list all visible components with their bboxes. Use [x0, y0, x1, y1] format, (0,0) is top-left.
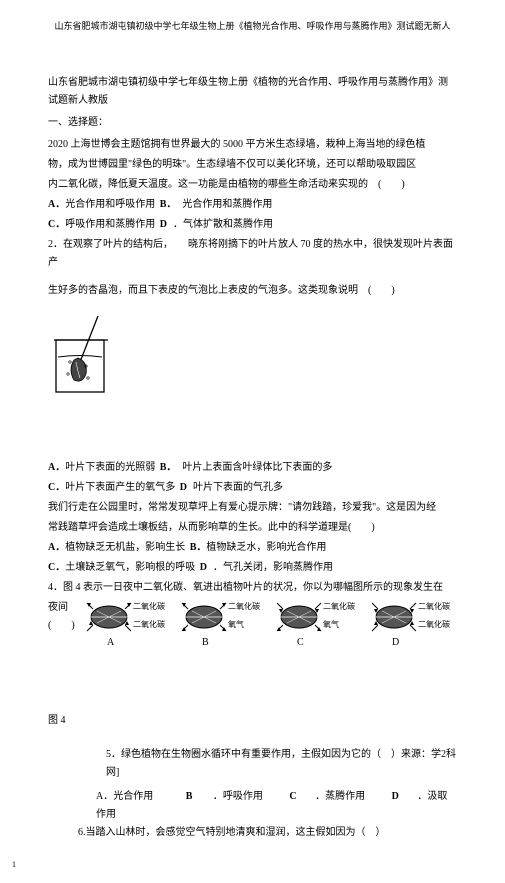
q6-line1: 6.当踏入山林时，会感觉空气特别地清爽和湿润，这主假如因为（ ）: [78, 824, 457, 842]
q4-line2: 夜间 ( ): [48, 599, 77, 635]
svg-text:二氧化碳: 二氧化碳: [228, 601, 260, 611]
q5-opt-b-label: B: [186, 791, 193, 802]
beaker-figure: [48, 312, 457, 409]
leaf-diagram-icon: 二氧化碳 二氧化碳 A 二氧化碳 氧气 B: [77, 591, 457, 651]
q5-opt-d-label: D: [392, 791, 399, 802]
q1-options-row1: A．光合作用和呼吸作用 B． 光合作用和蒸腾作用: [48, 196, 457, 214]
leaf-figure-row: 二氧化碳 二氧化碳 A 二氧化碳 氧气 B: [77, 591, 457, 658]
q5-options: A．光合作用 B ．呼吸作用 C ．蒸腾作用 D ．汲取作用: [96, 788, 457, 824]
q5-opt-a: A．光合作用: [96, 791, 153, 802]
q2-line2: 生好多的杏晶泡，而且下表皮的气泡比上表皮的气泡多。这类现象说明 ( ): [48, 282, 457, 300]
svg-text:二氧化碳: 二氧化碳: [418, 601, 450, 611]
svg-text:D: D: [392, 637, 399, 648]
svg-text:B: B: [202, 637, 209, 648]
opt-c-label: C．: [48, 562, 65, 573]
q3-options-row1: A．植物缺乏无机盐，影响生长 B．植物缺乏水，影响光合作用: [48, 539, 457, 557]
opt-c-label: C．: [48, 482, 65, 493]
q5-opt-c-label: C: [289, 791, 296, 802]
q5-opt-b: ．呼吸作用: [213, 791, 263, 802]
q2-opt-a: 叶片下表面的光照弱: [65, 462, 155, 473]
q1-options-row2: C．呼吸作用和蒸腾作用 D ．气体扩散和蒸腾作用: [48, 216, 457, 234]
q1-opt-b: 光合作用和蒸腾作用: [182, 199, 272, 210]
q3-opt-a: 植物缺乏无机盐，影响生长: [65, 542, 185, 553]
opt-a-label: A．: [48, 462, 65, 473]
q5-opt-c: ．蒸腾作用: [315, 791, 365, 802]
section-heading: 一、选择题：: [48, 114, 457, 132]
leaf-a-top: 二氧化碳: [133, 601, 165, 611]
q3-opt-c: 土壤缺乏氧气，影响根的呼吸: [65, 562, 195, 573]
q2-opt-b: 叶片上表面含叶绿体比下表面的多: [182, 462, 332, 473]
opt-b-label: B．: [160, 196, 177, 214]
opt-b-label: B．: [160, 459, 177, 477]
opt-d-label: D: [180, 479, 187, 497]
svg-text:C: C: [297, 637, 304, 648]
q1-opt-a: 光合作用和呼吸作用: [65, 199, 155, 210]
q2-opt-c: 叶片下表面产生的氧气多: [65, 482, 175, 493]
q2-opt-d: 叶片下表面的气孔多: [193, 482, 283, 493]
q1-opt-d: ．气体扩散和蒸腾作用: [173, 219, 273, 230]
q3-opt-b: 植物缺乏水，影响光合作用: [206, 542, 326, 553]
opt-a-label: A．: [48, 199, 65, 210]
q1-line2: 物，成为世博园里"绿色的明珠"。生态绿墙不仅可以美化环境，还可以帮助吸取园区: [48, 156, 457, 174]
svg-text:氧气: 氧气: [323, 619, 339, 629]
svg-text:二氧化碳: 二氧化碳: [323, 601, 355, 611]
beaker-icon: [48, 312, 118, 402]
doc-title: 山东省肥城市湖屯镇初级中学七年级生物上册《植物的光合作用、呼吸作用与蒸腾作用》测…: [48, 74, 457, 110]
leaf-a-letter: A: [107, 637, 115, 648]
page-number: 1: [12, 858, 457, 872]
q2-options-row2: C．叶片下表面产生的氧气多 D 叶片下表面的气孔多: [48, 479, 457, 497]
opt-d-label: D: [160, 216, 167, 234]
leaf-a-bot: 二氧化碳: [133, 619, 165, 629]
page-header: 山东省肥城市湖屯镇初级中学七年级生物上册《植物光合作用、呼吸作用与蒸腾作用》测试…: [48, 18, 457, 34]
opt-d-label: D: [200, 559, 207, 577]
q3-options-row2: C．土壤缺乏氧气，影响根的呼吸 D ．气孔关闭，影响蒸腾作用: [48, 559, 457, 577]
opt-b-label: B．: [190, 542, 207, 553]
opt-c-label: C．: [48, 219, 65, 230]
q3-opt-d: ．气孔关闭，影响蒸腾作用: [213, 562, 333, 573]
q3-line2: 常践踏草坪会造成土壤板结，从而影响草的生长。此中的科学道理是( ): [48, 519, 457, 537]
q2-line1: 2．在观察了叶片的结构后， 晓东将刚摘下的叶片放人 70 度的热水中，很快发现叶…: [48, 236, 457, 272]
q1-opt-c: 呼吸作用和蒸腾作用: [65, 219, 155, 230]
opt-a-label: A．: [48, 542, 65, 553]
svg-text:氧气: 氧气: [228, 619, 244, 629]
q3-line1: 我们行走在公园里时，常常发现草坪上有爱心提示牌："请勿践踏，珍爱我"。这是因为经: [48, 499, 457, 517]
q5-line1: 5．绿色植物在生物圈水循环中有重要作用，主假如因为它的（ ）来源：学2科网]: [106, 746, 457, 782]
q2-options-row1: A．叶片下表面的光照弱 B． 叶片上表面含叶绿体比下表面的多: [48, 459, 457, 477]
q1-line1: 2020 上海世博会主题馆拥有世界最大的 5000 平方米生态绿墙，栽种上海当地…: [48, 136, 457, 154]
q1-line3: 内二氧化碳，降低夏天温度。这一功能是由植物的哪些生命活动来实现的 ( ): [48, 176, 457, 194]
svg-text:二氧化碳: 二氧化碳: [418, 619, 450, 629]
page: 山东省肥城市湖屯镇初级中学七年级生物上册《植物光合作用、呼吸作用与蒸腾作用》测试…: [0, 0, 505, 883]
